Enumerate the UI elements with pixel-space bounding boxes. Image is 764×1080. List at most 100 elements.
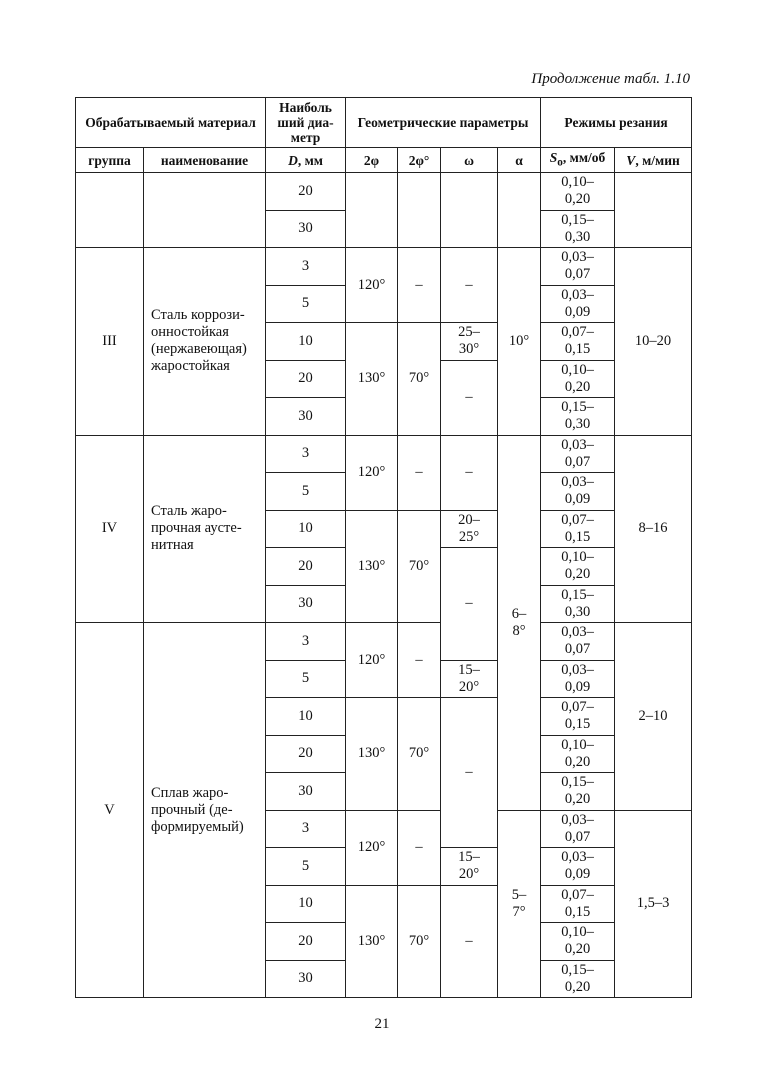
cell-alpha: 6– 8° xyxy=(497,434,542,811)
header-alpha: α xyxy=(497,147,542,173)
cell-omega: – xyxy=(440,434,499,511)
cell-s: 0,15– 0,20 xyxy=(540,772,616,811)
cell-v xyxy=(614,172,693,248)
table-row: 5 0,03– 0,09 xyxy=(76,472,692,511)
cell-d: 10 xyxy=(265,322,347,361)
cell-s: 0,03– 0,07 xyxy=(540,247,616,286)
cell-d: 3 xyxy=(265,809,347,848)
table-row: 20 – 0,10– 0,20 xyxy=(76,359,692,436)
header-row-2: группа наименование D, мм 2φ 2φ° ω α So,… xyxy=(75,147,693,173)
cell-phi2b: – xyxy=(397,809,442,886)
table-row: IV Сталь жаро- прочная аусте- нитная 3 120°… xyxy=(75,434,693,811)
cell-alpha: 5– 7° xyxy=(497,809,542,998)
cell-phi2: 120° xyxy=(345,247,399,323)
table-row: 20 0,10– 0,20 xyxy=(75,172,693,248)
cell-d: 20 xyxy=(265,922,347,961)
table-row: 3 120° –5– 7° 0,03– 0,07 1,5–3 xyxy=(76,809,693,998)
s-symbol: S xyxy=(549,149,558,165)
table-row: 30 0,15– 0,30 xyxy=(76,584,692,623)
cell-omega: 15– 20° xyxy=(440,659,499,698)
header-diameter: Наиболь ший диа-метр xyxy=(265,97,347,148)
cell-s: 0,07– 0,15 xyxy=(540,509,616,548)
cell-s: 0,10– 0,20 xyxy=(540,547,616,586)
cell-phi2: 120° xyxy=(345,622,399,698)
header-geometry: Геометрические параметры xyxy=(345,97,542,148)
cell-s: 0,03– 0,09 xyxy=(540,472,616,511)
cell-v: 2–10 xyxy=(614,622,693,811)
v-symbol: V xyxy=(626,152,636,168)
cell-s: 0,07– 0,15 xyxy=(540,322,616,361)
cell-s: 0,03– 0,07 xyxy=(540,622,616,661)
cell-v: 8–16 xyxy=(614,434,693,623)
cell-phi2b: 70° xyxy=(397,697,442,811)
cell-phi2b: 70° xyxy=(397,322,442,436)
page-number: 21 xyxy=(374,1016,390,1032)
cell-d: 5 xyxy=(265,847,347,886)
cell-v: 10–20 xyxy=(614,247,693,436)
table-row: 10 130° 70° 25– 30° 0,07– 0,15 xyxy=(76,322,692,436)
cell-omega: 25– 30° xyxy=(440,322,499,361)
table-row: 5 15– 20° 0,03– 0,09 xyxy=(76,847,692,886)
table-row: 30 0,15– 0,30 xyxy=(76,397,692,436)
cell-omega: – xyxy=(440,359,499,436)
cell-phi2: 130° xyxy=(345,509,399,623)
cell-d: 5 xyxy=(265,659,347,698)
cell-d: 3 xyxy=(265,247,347,286)
cell-d: 5 xyxy=(265,284,347,323)
header-v: V, м/мин xyxy=(614,147,693,173)
cell-s: 0,03– 0,07 xyxy=(540,434,616,473)
cell-phi2: 130° xyxy=(345,697,399,811)
cell-alpha xyxy=(497,172,542,248)
cell-v: 1,5–3 xyxy=(614,809,693,998)
cell-s: 0,03– 0,09 xyxy=(540,659,616,698)
cell-group: V xyxy=(75,622,144,998)
table-row: 30 0,15– 0,30 xyxy=(76,209,692,248)
cell-s: 0,15– 0,30 xyxy=(540,209,616,248)
cell-name: Сплав жаро- прочный (де- формируемый) xyxy=(142,622,267,998)
table-row: 5 15– 20° 0,03– 0,09 xyxy=(76,659,692,698)
cell-d: 3 xyxy=(265,434,347,473)
table-row: V Сплав жаро- прочный (де- формируемый) 3 1… xyxy=(75,622,693,998)
cell-group: III xyxy=(75,247,144,436)
table-row: 20 0,10– 0,20 xyxy=(76,922,692,961)
table-caption: Продолжение табл. 1.10 xyxy=(531,71,690,87)
cell-omega: – xyxy=(440,884,499,998)
cell-omega: – xyxy=(440,547,499,661)
cell-s: 0,10– 0,20 xyxy=(540,172,616,211)
cell-phi2b: 70° xyxy=(397,884,442,998)
cell-d: 10 xyxy=(265,509,347,548)
d-unit: , мм xyxy=(297,152,323,168)
table-row: 5 0,03– 0,09 xyxy=(76,284,692,323)
cell-s: 0,10– 0,20 xyxy=(540,734,616,773)
cell-group: IV xyxy=(75,434,144,623)
header-omega: ω xyxy=(440,147,499,173)
header-modes: Режимы резания xyxy=(540,97,693,148)
header-d: D, мм xyxy=(265,147,347,173)
cell-phi2: 120° xyxy=(345,434,399,511)
cell-phi2b: – xyxy=(397,247,442,323)
cell-d: 20 xyxy=(265,734,347,773)
table-row: 30 0,15– 0,20 xyxy=(76,959,692,998)
cell-phi2b: 70° xyxy=(397,509,442,623)
cell-phi2 xyxy=(345,172,399,248)
header-s: So, мм/об xyxy=(540,147,616,173)
header-name: наименование xyxy=(142,147,267,173)
cell-s: 0,15– 0,30 xyxy=(540,584,616,623)
cell-d: 5 xyxy=(265,472,347,511)
cell-s: 0,10– 0,20 xyxy=(540,922,616,961)
table-row: 10 130° 70° – 0,07– 0,15 xyxy=(76,884,692,998)
header-phi2b: 2φ° xyxy=(397,147,442,173)
cell-alpha: 10° xyxy=(497,247,542,436)
cell-phi2: 130° xyxy=(345,322,399,436)
cutting-modes-table: Обрабатываемый материал Наиболь ший диа-… xyxy=(74,97,693,998)
cell-name xyxy=(142,172,267,248)
cell-s: 0,07– 0,15 xyxy=(540,884,616,923)
cell-d: 30 xyxy=(265,959,347,998)
cell-name: Сталь коррози- онностойкая (нержавеющая)… xyxy=(142,247,267,436)
cell-name: Сталь жаро- прочная аусте- нитная xyxy=(142,434,267,623)
table-row: 30 0,15– 0,20 xyxy=(76,772,692,811)
cell-d: 3 xyxy=(265,622,347,661)
cell-s: 0,15– 0,20 xyxy=(540,959,616,998)
cell-omega: 15– 20° xyxy=(440,847,499,886)
s-subscript: o xyxy=(557,156,563,169)
